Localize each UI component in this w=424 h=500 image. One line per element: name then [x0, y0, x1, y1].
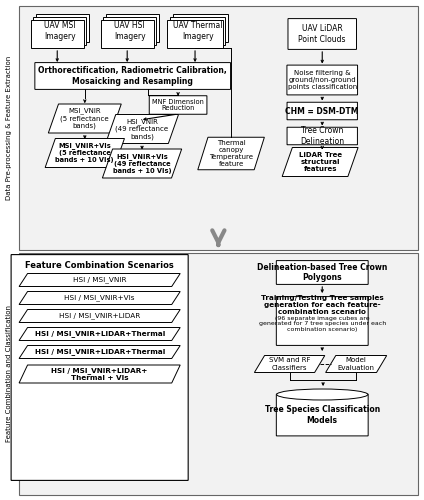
Bar: [19, 253, 418, 495]
Bar: [33, 17, 86, 44]
Text: HSI_VNIR
(49 reflectance
bands): HSI_VNIR (49 reflectance bands): [115, 118, 169, 140]
Bar: [103, 17, 156, 44]
Polygon shape: [254, 356, 325, 372]
Bar: [170, 17, 225, 44]
Polygon shape: [103, 149, 182, 178]
Polygon shape: [198, 138, 265, 170]
Text: LiDAR Tree
structural
features: LiDAR Tree structural features: [298, 152, 342, 172]
Text: SVM and RF
Classifiers: SVM and RF Classifiers: [269, 358, 310, 370]
Text: HSI / MSI_VNIR+LIDAR: HSI / MSI_VNIR+LIDAR: [59, 312, 140, 320]
Polygon shape: [45, 138, 125, 168]
Text: Thermal
canopy
Temperature
feature: Thermal canopy Temperature feature: [209, 140, 253, 167]
Text: (96 separate image cubes are
generated for 7 tree species under each
combination: (96 separate image cubes are generated f…: [259, 316, 386, 332]
Polygon shape: [19, 292, 180, 304]
Text: CHM = DSM-DTM: CHM = DSM-DTM: [285, 106, 359, 116]
FancyBboxPatch shape: [287, 65, 357, 95]
Text: HSI / MSI_VNIR+VIs: HSI / MSI_VNIR+VIs: [64, 294, 135, 302]
Bar: [36, 14, 89, 42]
Polygon shape: [19, 328, 180, 340]
Polygon shape: [19, 346, 180, 358]
Ellipse shape: [277, 389, 368, 400]
Polygon shape: [326, 356, 387, 372]
Text: HSI / MSI_VNIR+LIDAR+Thermal: HSI / MSI_VNIR+LIDAR+Thermal: [34, 330, 165, 338]
Text: Data Pre-processing & Feature Extraction: Data Pre-processing & Feature Extraction: [6, 56, 12, 200]
Text: MSI_VNIR
(5 reflectance
bands): MSI_VNIR (5 reflectance bands): [61, 108, 109, 130]
FancyBboxPatch shape: [276, 296, 368, 346]
Bar: [100, 20, 153, 48]
Text: HSI / MSI_VNIR+LIDAR+
Thermal + VIs: HSI / MSI_VNIR+LIDAR+ Thermal + VIs: [51, 367, 148, 381]
Text: MSI_VNIR+VIs
(5 reflectance
bands + 10 VIs): MSI_VNIR+VIs (5 reflectance bands + 10 V…: [56, 142, 114, 164]
Text: Orthorectification, Radiometric Calibration,
Mosaicking and Resampling: Orthorectification, Radiometric Calibrat…: [38, 66, 227, 86]
Bar: [31, 20, 84, 48]
Text: HSI / MSI_VNIR+LIDAR+Thermal: HSI / MSI_VNIR+LIDAR+Thermal: [34, 348, 165, 356]
FancyBboxPatch shape: [287, 127, 357, 145]
Polygon shape: [19, 274, 180, 286]
Text: UAV HSI
Imagery: UAV HSI Imagery: [114, 22, 145, 40]
FancyBboxPatch shape: [149, 96, 207, 114]
FancyBboxPatch shape: [287, 102, 357, 120]
Text: UAV LiDAR
Point Clouds: UAV LiDAR Point Clouds: [298, 24, 346, 44]
Polygon shape: [19, 365, 180, 383]
Bar: [167, 20, 223, 48]
FancyBboxPatch shape: [11, 254, 188, 480]
Text: Feature Combination Scenarios: Feature Combination Scenarios: [25, 262, 174, 270]
Text: Training/Testing Tree samples
generation for each feature-
combination scenario: Training/Testing Tree samples generation…: [261, 295, 384, 315]
FancyBboxPatch shape: [288, 18, 357, 50]
Text: Tree Crown
Delineation: Tree Crown Delineation: [300, 126, 344, 146]
Text: MNF Dimension
Reduction: MNF Dimension Reduction: [152, 98, 204, 112]
Bar: [106, 14, 159, 42]
Text: Model
Evaluation: Model Evaluation: [338, 358, 375, 370]
Bar: [19, 6, 418, 250]
FancyBboxPatch shape: [276, 394, 368, 436]
Text: HSI / MSI_VNIR: HSI / MSI_VNIR: [73, 276, 126, 283]
Text: Tree Species Classification
Models: Tree Species Classification Models: [265, 406, 380, 424]
Text: UAV Thermal
Imagery: UAV Thermal Imagery: [173, 22, 222, 40]
Polygon shape: [282, 148, 358, 176]
Text: HSI_VNIR+VIs
(49 reflectance
bands + 10 VIs): HSI_VNIR+VIs (49 reflectance bands + 10 …: [113, 153, 171, 174]
Polygon shape: [19, 310, 180, 322]
Text: Feature Combination and Classification: Feature Combination and Classification: [6, 306, 12, 442]
Polygon shape: [106, 114, 179, 144]
FancyBboxPatch shape: [35, 62, 231, 90]
Text: Noise filtering &
ground/non-ground
points classification: Noise filtering & ground/non-ground poin…: [287, 70, 357, 90]
Polygon shape: [48, 104, 121, 133]
FancyBboxPatch shape: [276, 260, 368, 284]
Text: Delineation-based Tree Crown
Polygons: Delineation-based Tree Crown Polygons: [257, 263, 388, 282]
Text: UAV MSI
Imagery: UAV MSI Imagery: [44, 22, 75, 40]
Bar: [173, 14, 228, 42]
